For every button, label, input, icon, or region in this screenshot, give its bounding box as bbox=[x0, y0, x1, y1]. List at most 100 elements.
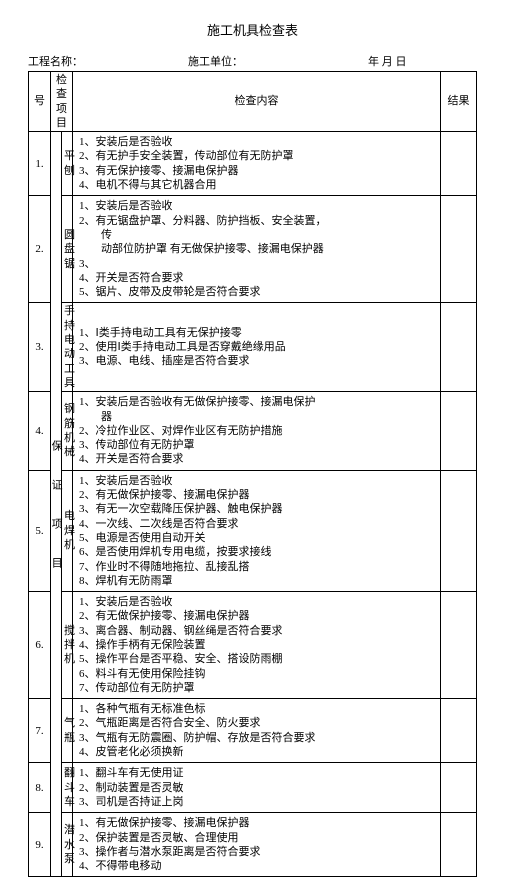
table-row: 1.保 证 项 目平刨1、安装后是否验收2、有无护手安全装置，传动部位有无防护罩… bbox=[29, 132, 477, 196]
table-row: 6.搅拌机1、安装后是否验收2、有无做保护接零、接漏电保护器3、离合器、制动器、… bbox=[29, 592, 477, 699]
inspection-item: 电焊机 bbox=[62, 470, 73, 591]
inspection-item: 搅拌机 bbox=[62, 592, 73, 699]
content-line: 2、使用Ⅰ类手持电动工具是否穿戴绝缘用品 bbox=[79, 340, 434, 354]
row-number: 5. bbox=[29, 470, 51, 591]
content-line: 1、安装后是否验收 bbox=[79, 595, 434, 609]
table-row: 5.电焊机1、安装后是否验收2、有无做保护接零、接漏电保护器3、有无一次空载降压… bbox=[29, 470, 477, 591]
result-cell bbox=[441, 763, 477, 813]
content-line: 1、安装后是否验收 bbox=[79, 135, 434, 149]
content-line: 5、操作平台是否平稳、安全、搭设防雨棚 bbox=[79, 652, 434, 666]
inspection-item: 手持电动工具 bbox=[62, 303, 73, 392]
content-line: 1、Ⅰ类手持电动工具有无保护接零 bbox=[79, 326, 434, 340]
inspection-item: 潜水泵 bbox=[62, 813, 73, 877]
content-line: 1、有无做保护接零、接漏电保护器 bbox=[79, 816, 434, 830]
inspection-table: 号 检查项目 检查内容 结果 1.保 证 项 目平刨1、安装后是否验收2、有无护… bbox=[28, 71, 477, 877]
content-line: 5、锯片、皮带及皮带轮是否符合要求 bbox=[79, 285, 434, 299]
content-line: 2、保护装置是否灵敏、合理使用 bbox=[79, 831, 434, 845]
row-number: 1. bbox=[29, 132, 51, 196]
content-line: 8、焊机有无防雨罩 bbox=[79, 574, 434, 588]
content-line: 2、气瓶距离是否符合安全、防火要求 bbox=[79, 716, 434, 730]
content-line: 1、安装后是否验收有无做保护接零、接漏电保护 bbox=[79, 395, 434, 409]
content-line: 3、有无保护接零、接漏电保护器 bbox=[79, 164, 434, 178]
inspection-content: 1、安装后是否验收2、有无锯盘护罩、分料器、防护挡板、安全装置，传动部位防护罩 … bbox=[73, 196, 441, 303]
result-cell bbox=[441, 196, 477, 303]
table-row: 3.手持电动工具1、Ⅰ类手持电动工具有无保护接零2、使用Ⅰ类手持电动工具是否穿戴… bbox=[29, 303, 477, 392]
content-line: 2、有无护手安全装置，传动部位有无防护罩 bbox=[79, 149, 434, 163]
inspection-content: 1、翻斗车有无使用证2、制动装置是否灵敏3、司机是否持证上岗 bbox=[73, 763, 441, 813]
content-line: 1、安装后是否验收 bbox=[79, 474, 434, 488]
content-line: 动部位防护罩 有无做保护接零、接漏电保护器 bbox=[79, 242, 434, 256]
inspection-item: 圆盘锯 bbox=[62, 196, 73, 303]
content-line: 4、开关是否符合要求 bbox=[79, 271, 434, 285]
row-number: 6. bbox=[29, 592, 51, 699]
content-line: 2、冷拉作业区、对焊作业区有无防护措施 bbox=[79, 424, 434, 438]
project-name-label: 工程名称： bbox=[28, 53, 188, 69]
content-line: 7、作业时不得随地拖拉、乱接乱搭 bbox=[79, 560, 434, 574]
inspection-content: 1、安装后是否验收有无做保护接零、接漏电保护器2、冷拉作业区、对焊作业区有无防护… bbox=[73, 392, 441, 470]
content-line: 2、有无做保护接零、接漏电保护器 bbox=[79, 488, 434, 502]
content-line: 3、气瓶有无防震圈、防护帽、存放是否符合要求 bbox=[79, 731, 434, 745]
table-row: 8.翻斗车1、翻斗车有无使用证2、制动装置是否灵敏3、司机是否持证上岗 bbox=[29, 763, 477, 813]
result-cell bbox=[441, 392, 477, 470]
result-cell bbox=[441, 303, 477, 392]
content-line: 3、传动部位有无防护罩 bbox=[79, 438, 434, 452]
inspection-item: 气瓶 bbox=[62, 699, 73, 763]
col-result-header: 结果 bbox=[441, 72, 477, 132]
content-line: 4、电机不得与其它机器合用 bbox=[79, 178, 434, 192]
content-line: 2、有无锯盘护罩、分料器、防护挡板、安全装置， bbox=[79, 214, 434, 228]
content-line: 3、有无一次空载降压保护器、触电保护器 bbox=[79, 502, 434, 516]
inspection-item: 钢筋机械 bbox=[62, 392, 73, 470]
content-line: 2、有无做保护接零、接漏电保护器 bbox=[79, 609, 434, 623]
table-header-row: 号 检查项目 检查内容 结果 bbox=[29, 72, 477, 132]
row-number: 8. bbox=[29, 763, 51, 813]
content-line: 3、司机是否持证上岗 bbox=[79, 795, 434, 809]
row-number: 7. bbox=[29, 699, 51, 763]
result-cell bbox=[441, 592, 477, 699]
row-number: 3. bbox=[29, 303, 51, 392]
col-content-header: 检查内容 bbox=[73, 72, 441, 132]
content-line: 4、不得带电移动 bbox=[79, 859, 434, 873]
content-line: 4、操作手柄有无保险装置 bbox=[79, 638, 434, 652]
table-row: 7.气瓶1、各种气瓶有无标准色标2、气瓶距离是否符合安全、防火要求3、气瓶有无防… bbox=[29, 699, 477, 763]
content-line: 4、开关是否符合要求 bbox=[79, 452, 434, 466]
content-line: 4、皮管老化必须换新 bbox=[79, 745, 434, 759]
content-line: 3、 bbox=[79, 257, 434, 271]
content-line: 3、离合器、制动器、钢丝绳是否符合要求 bbox=[79, 624, 434, 638]
inspection-content: 1、有无做保护接零、接漏电保护器2、保护装置是否灵敏、合理使用3、操作者与潜水泵… bbox=[73, 813, 441, 877]
inspection-content: 1、安装后是否验收2、有无护手安全装置，传动部位有无防护罩3、有无保护接零、接漏… bbox=[73, 132, 441, 196]
content-line: 2、制动装置是否灵敏 bbox=[79, 781, 434, 795]
inspection-content: 1、各种气瓶有无标准色标2、气瓶距离是否符合安全、防火要求3、气瓶有无防震圈、防… bbox=[73, 699, 441, 763]
result-cell bbox=[441, 699, 477, 763]
content-line: 5、电源是否使用自动开关 bbox=[79, 531, 434, 545]
table-row: 4.钢筋机械1、安装后是否验收有无做保护接零、接漏电保护器2、冷拉作业区、对焊作… bbox=[29, 392, 477, 470]
result-cell bbox=[441, 470, 477, 591]
content-line: 1、翻斗车有无使用证 bbox=[79, 766, 434, 780]
row-number: 4. bbox=[29, 392, 51, 470]
row-number: 9. bbox=[29, 813, 51, 877]
inspection-item: 平刨 bbox=[62, 132, 73, 196]
page-title: 施工机具检查表 bbox=[28, 20, 477, 39]
vertical-category-label: 保 证 项 目 bbox=[51, 132, 62, 877]
header-line: 工程名称： 施工单位： 年 月 日 bbox=[28, 53, 477, 69]
unit-label: 施工单位： bbox=[188, 53, 368, 69]
result-cell bbox=[441, 132, 477, 196]
result-cell bbox=[441, 813, 477, 877]
content-line: 传 bbox=[79, 228, 434, 242]
content-line: 1、安装后是否验收 bbox=[79, 199, 434, 213]
inspection-item: 翻斗车 bbox=[62, 763, 73, 813]
content-line: 器 bbox=[79, 410, 434, 424]
col-num-header: 号 bbox=[29, 72, 51, 132]
content-line: 3、电源、电线、插座是否符合要求 bbox=[79, 354, 434, 368]
content-line: 6、是否使用焊机专用电缆，按要求接线 bbox=[79, 545, 434, 559]
content-line: 4、一次线、二次线是否符合要求 bbox=[79, 517, 434, 531]
content-line: 3、操作者与潜水泵距离是否符合要求 bbox=[79, 845, 434, 859]
row-number: 2. bbox=[29, 196, 51, 303]
table-row: 2.圆盘锯1、安装后是否验收2、有无锯盘护罩、分料器、防护挡板、安全装置，传动部… bbox=[29, 196, 477, 303]
inspection-content: 1、安装后是否验收2、有无做保护接零、接漏电保护器3、有无一次空载降压保护器、触… bbox=[73, 470, 441, 591]
content-line: 7、传动部位有无防护罩 bbox=[79, 681, 434, 695]
inspection-content: 1、安装后是否验收2、有无做保护接零、接漏电保护器3、离合器、制动器、钢丝绳是否… bbox=[73, 592, 441, 699]
date-label: 年 月 日 bbox=[368, 53, 477, 69]
content-line: 1、各种气瓶有无标准色标 bbox=[79, 702, 434, 716]
inspection-content: 1、Ⅰ类手持电动工具有无保护接零2、使用Ⅰ类手持电动工具是否穿戴绝缘用品3、电源… bbox=[73, 303, 441, 392]
content-line: 6、料斗有无使用保险挂钩 bbox=[79, 667, 434, 681]
